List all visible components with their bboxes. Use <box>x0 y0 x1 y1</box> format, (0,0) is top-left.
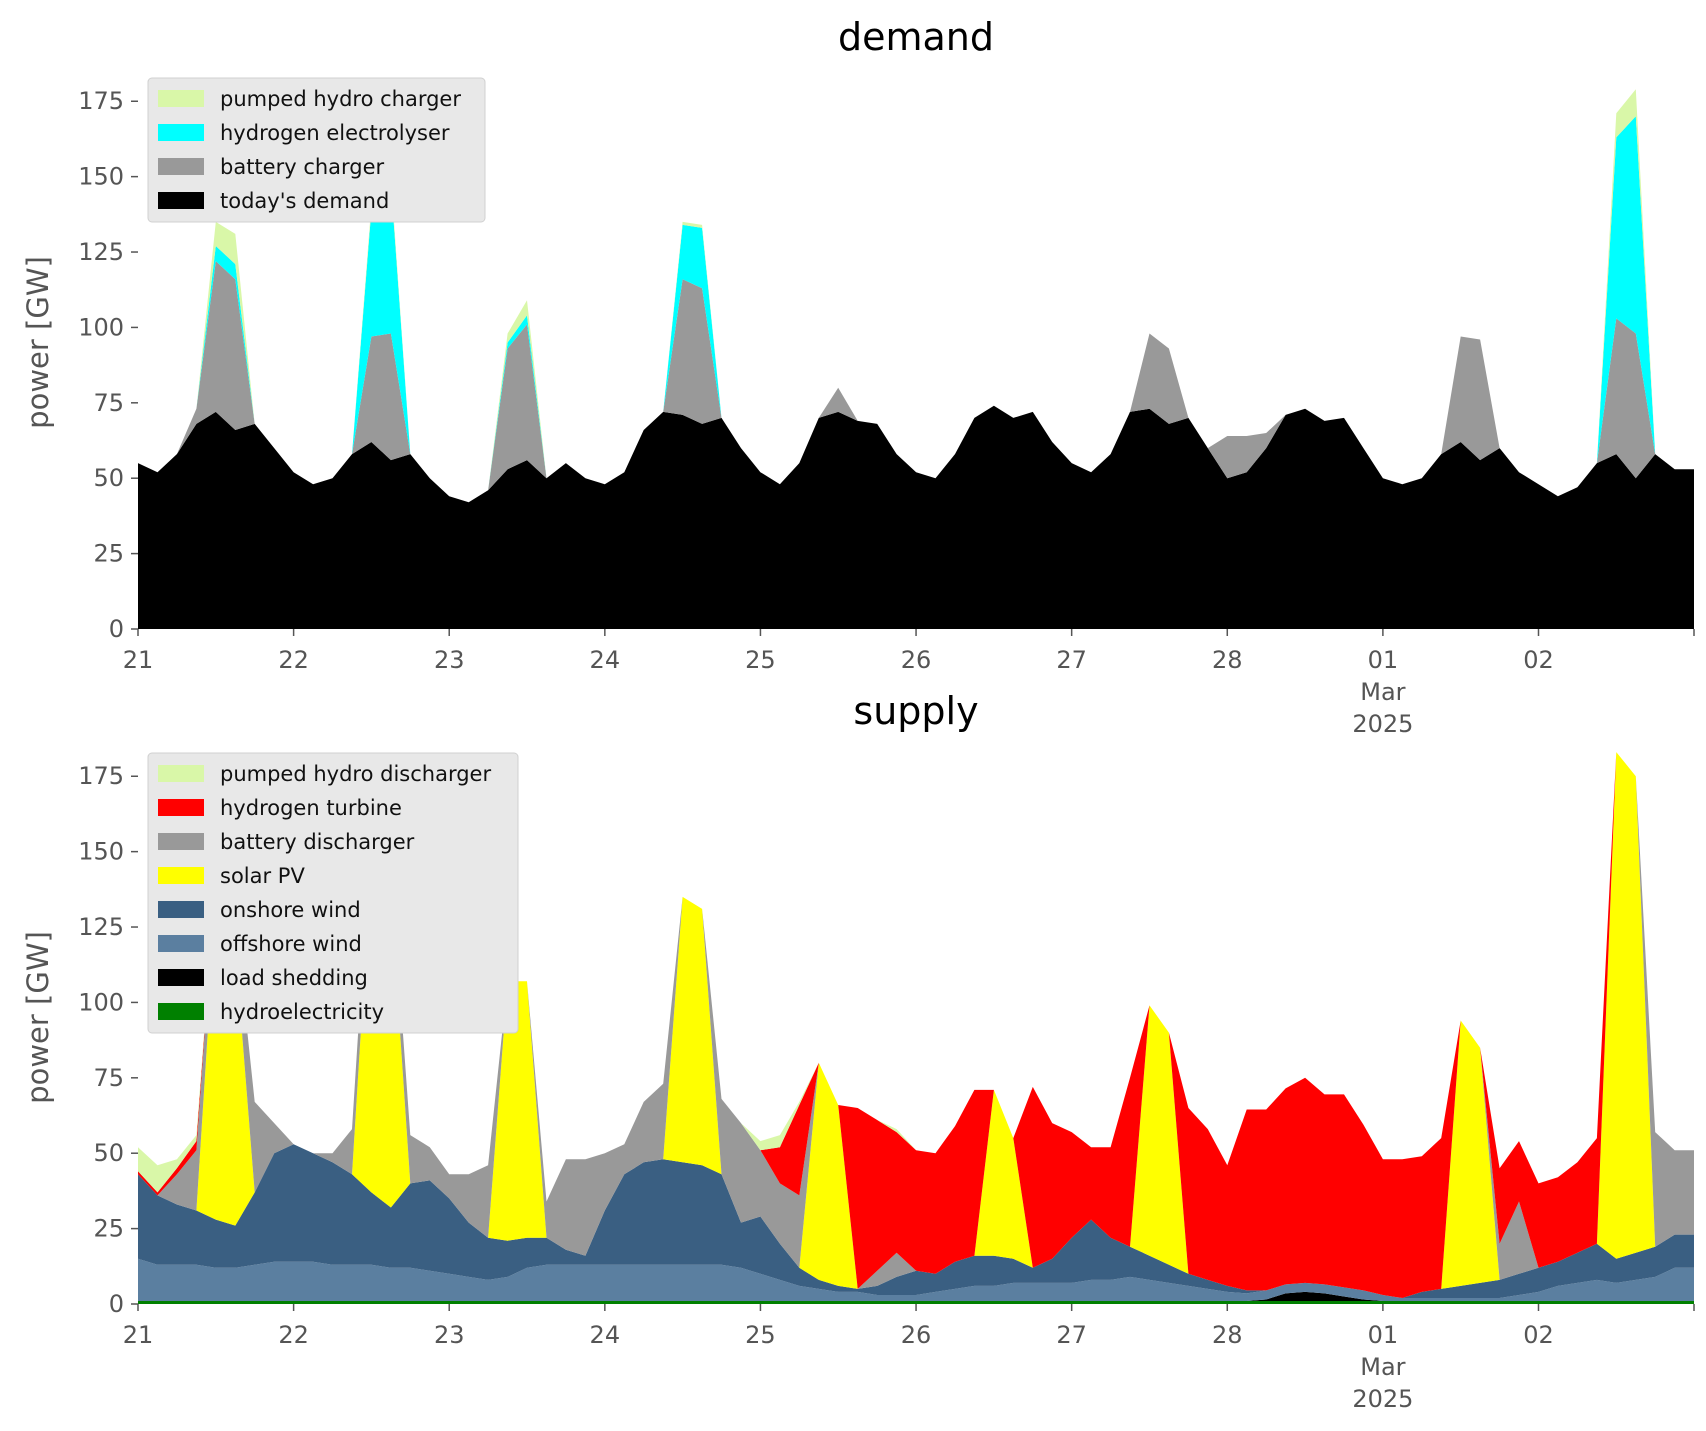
x-tick-label: 22 <box>278 1321 309 1349</box>
area-series-offshore-wind <box>138 1258 1694 1301</box>
y-tick-label: 50 <box>93 1139 124 1167</box>
legend-swatch <box>158 765 204 782</box>
legend: pumped hydro discharger hydrogen turbine b… <box>147 752 519 1034</box>
legend-swatch <box>158 158 204 175</box>
legend-swatch <box>158 799 204 816</box>
legend-label: battery discharger <box>220 830 415 854</box>
legend-label: hydrogen electrolyser <box>220 121 450 145</box>
area-series-onshore-wind <box>138 1144 1694 1298</box>
x-tick-label: Mar <box>1360 678 1405 706</box>
area-series-load-shedding <box>138 1291 1694 1301</box>
y-tick-label: 75 <box>93 1064 124 1092</box>
area-series-battery-charger <box>138 261 1694 503</box>
y-tick-label: 0 <box>109 1290 124 1318</box>
legend-label: battery charger <box>220 155 385 179</box>
legend-swatch <box>158 833 204 850</box>
y-tick-label: 0 <box>109 615 124 643</box>
x-tick-label: 27 <box>1056 646 1087 674</box>
legend-label: pumped hydro charger <box>220 87 461 111</box>
legend: pumped hydro charger hydrogen electrolyse… <box>147 77 486 223</box>
legend-swatch <box>158 192 204 209</box>
legend-swatch <box>158 969 204 986</box>
legend-label: hydroelectricity <box>220 1000 384 1024</box>
chart-title: demand <box>838 15 994 59</box>
x-tick-label: 02 <box>1523 1321 1554 1349</box>
y-axis-label: power [GW] <box>21 931 55 1104</box>
area-layer <box>138 752 1694 1304</box>
legend-swatch <box>158 90 204 107</box>
x-tick-label: 01 <box>1368 1321 1399 1349</box>
x-tick-label: 24 <box>590 646 621 674</box>
x-tick-label: 2025 <box>1352 710 1413 738</box>
area-series-solar-pv <box>138 752 1694 1298</box>
x-tick-label: 22 <box>278 646 309 674</box>
y-tick-label: 25 <box>93 540 124 568</box>
area-series-hydrogen-turbine <box>138 752 1694 1298</box>
y-tick-label: 175 <box>78 762 124 790</box>
legend-label: load shedding <box>220 966 368 990</box>
legend-box <box>147 77 486 223</box>
y-tick-label: 125 <box>78 238 124 266</box>
x-tick-label: 21 <box>123 1321 154 1349</box>
x-tick-label: 27 <box>1056 1321 1087 1349</box>
y-tick-label: 100 <box>78 988 124 1016</box>
x-tick-label: 2025 <box>1352 1385 1413 1413</box>
chart-panel-supply: supply power [GW] 0 25 50 75 100 125 150 175 21 22 2… <box>21 689 1695 1413</box>
legend-swatch <box>158 124 204 141</box>
x-tick-label: 24 <box>590 1321 621 1349</box>
legend-label: today's demand <box>220 189 389 213</box>
x-tick-label: 23 <box>434 1321 465 1349</box>
x-tick-label: 26 <box>901 646 932 674</box>
area-series-hydroelectricity <box>138 1301 1694 1304</box>
legend-swatch <box>158 867 204 884</box>
x-tick-label: 25 <box>745 646 776 674</box>
chart-title: supply <box>853 689 978 733</box>
legend-label: solar PV <box>220 864 305 888</box>
legend-box <box>147 752 519 1034</box>
x-tick-label: 28 <box>1212 1321 1243 1349</box>
x-tick-label: Mar <box>1360 1353 1405 1381</box>
y-tick-label: 50 <box>93 464 124 492</box>
legend-label: offshore wind <box>220 932 362 956</box>
x-tick-label: 23 <box>434 646 465 674</box>
chart-panel-demand: demand power [GW] 0 25 50 75 100 125 150 175 21 22 2… <box>21 15 1695 738</box>
area-series-today-s-demand <box>138 405 1694 629</box>
legend-swatch <box>158 901 204 918</box>
y-tick-label: 175 <box>78 87 124 115</box>
y-tick-label: 150 <box>78 838 124 866</box>
y-tick-label: 125 <box>78 913 124 941</box>
x-tick-label: 01 <box>1368 646 1399 674</box>
legend-label: hydrogen turbine <box>220 796 402 820</box>
y-tick-label: 25 <box>93 1215 124 1243</box>
legend-swatch <box>158 1003 204 1020</box>
legend-swatch <box>158 935 204 952</box>
y-axis-label: power [GW] <box>21 256 55 429</box>
legend-label: pumped hydro discharger <box>220 762 491 786</box>
x-tick-label: 28 <box>1212 646 1243 674</box>
y-tick-label: 150 <box>78 163 124 191</box>
y-tick-label: 75 <box>93 389 124 417</box>
area-layer <box>138 89 1694 629</box>
x-tick-label: 21 <box>123 646 154 674</box>
x-tick-label: 02 <box>1523 646 1554 674</box>
x-tick-label: 26 <box>901 1321 932 1349</box>
y-tick-label: 100 <box>78 313 124 341</box>
x-tick-label: 25 <box>745 1321 776 1349</box>
legend-label: onshore wind <box>220 898 361 922</box>
